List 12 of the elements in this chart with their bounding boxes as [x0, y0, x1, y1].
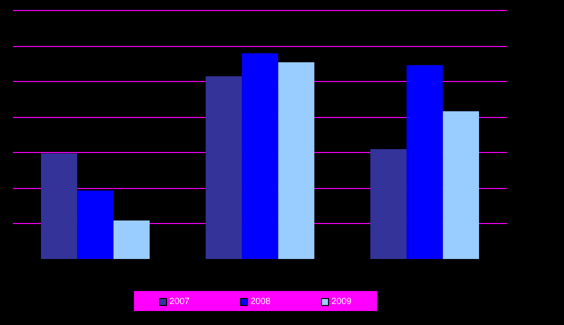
legend-label: 2007: [168, 296, 190, 306]
bar: [406, 65, 443, 259]
bar: [370, 149, 407, 259]
bar: [206, 76, 242, 259]
bar: [242, 53, 278, 259]
bar: [278, 62, 314, 259]
bar: [77, 190, 114, 259]
legend-label: 2008: [249, 296, 271, 306]
bar: [40, 153, 78, 259]
bar: [113, 220, 150, 259]
bar: [442, 111, 480, 259]
legend-label: 2009: [330, 296, 352, 306]
